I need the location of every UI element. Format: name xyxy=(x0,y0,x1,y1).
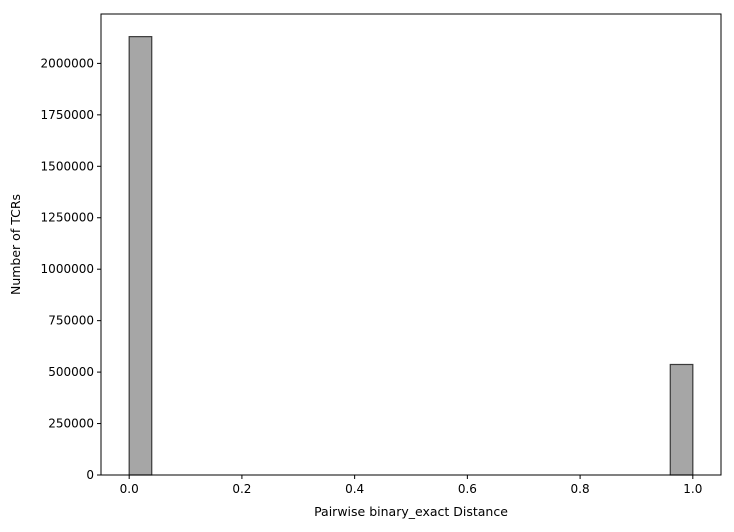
y-axis-label: Number of TCRs xyxy=(8,194,23,295)
x-tick-label: 0.0 xyxy=(120,482,139,496)
y-tick-label: 0 xyxy=(86,468,94,482)
x-tick-label: 0.6 xyxy=(458,482,477,496)
y-tick-label: 1250000 xyxy=(41,211,94,225)
x-tick-label: 0.4 xyxy=(345,482,364,496)
y-tick-label: 250000 xyxy=(48,417,94,431)
y-tick-label: 750000 xyxy=(48,314,94,328)
y-tick-label: 2000000 xyxy=(41,56,94,70)
x-tick-label: 0.2 xyxy=(232,482,251,496)
y-tick-label: 500000 xyxy=(48,365,94,379)
plot-area-frame xyxy=(100,13,722,476)
y-tick-label: 1000000 xyxy=(41,262,94,276)
y-tick-label: 1500000 xyxy=(41,159,94,173)
x-tick-label: 0.8 xyxy=(571,482,590,496)
x-tick-label: 1.0 xyxy=(683,482,702,496)
x-axis-label: Pairwise binary_exact Distance xyxy=(314,504,508,519)
y-axis: 0 250000 500000 750000 1000000 1250000 1500000… xyxy=(41,56,101,482)
histogram-bar-0 xyxy=(128,36,153,476)
histogram-bar-1 xyxy=(669,363,694,476)
y-tick-label: 1750000 xyxy=(41,108,94,122)
x-axis: 0.0 0.2 0.4 0.6 0.8 1.0 xyxy=(120,475,702,496)
bars-layer xyxy=(128,36,694,476)
